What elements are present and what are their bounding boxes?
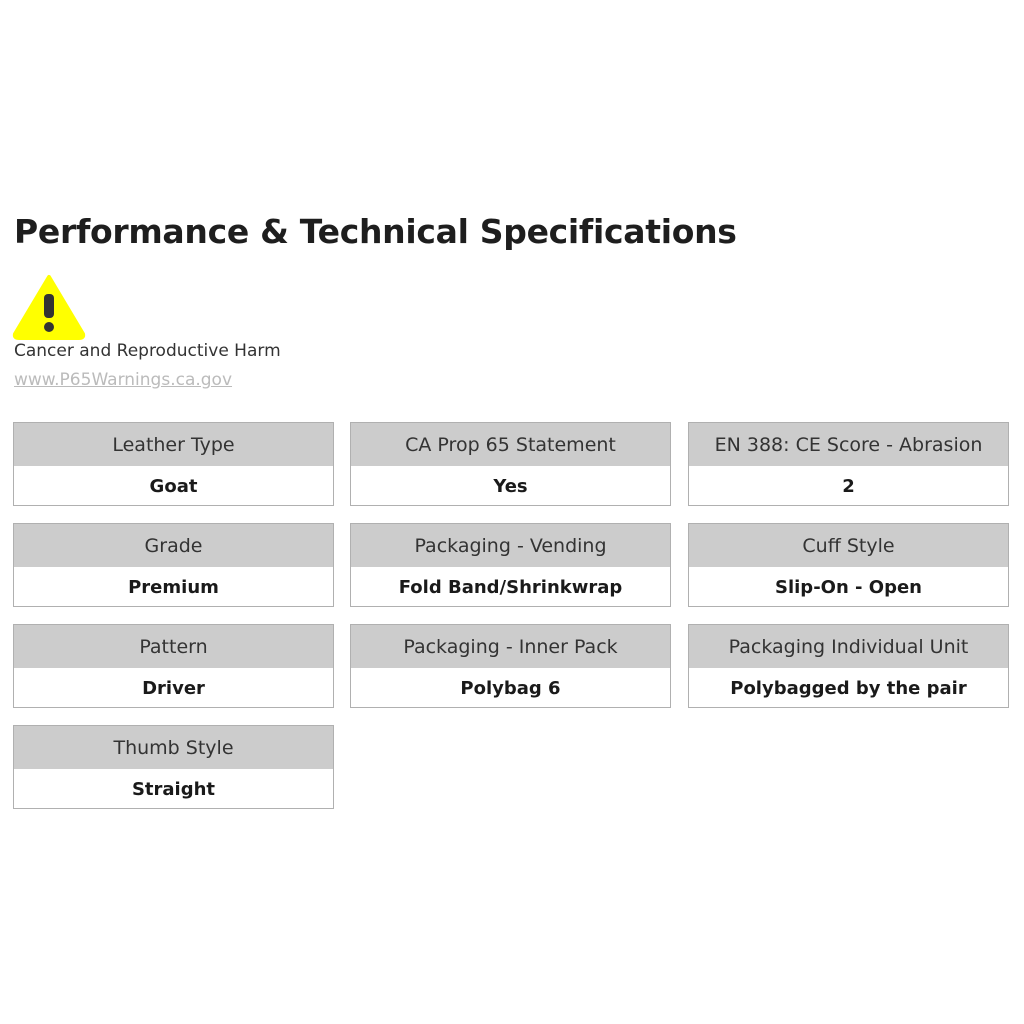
spec-value: 2 bbox=[842, 475, 855, 497]
spec-label: Cuff Style bbox=[689, 524, 1008, 567]
spec-label: Grade bbox=[14, 524, 333, 567]
spec-label: Pattern bbox=[14, 625, 333, 668]
spec-card: Packaging - Vending Fold Band/Shrinkwrap bbox=[350, 523, 671, 607]
spec-value: Premium bbox=[128, 576, 219, 598]
spec-value: Driver bbox=[142, 677, 205, 699]
spec-label: CA Prop 65 Statement bbox=[351, 423, 670, 466]
spec-value: Straight bbox=[131, 778, 216, 800]
spec-label: Leather Type bbox=[14, 423, 333, 466]
spec-value: Polybag 6 bbox=[460, 677, 561, 699]
spec-card: Grade Premium bbox=[13, 523, 334, 607]
spec-label: Packaging - Inner Pack bbox=[351, 625, 670, 668]
warning-triangle-icon bbox=[12, 275, 86, 340]
spec-card: Packaging - Inner Pack Polybag 6 bbox=[350, 624, 671, 708]
spec-card: Pattern Driver bbox=[13, 624, 334, 708]
spec-value: Goat bbox=[149, 475, 198, 497]
spec-label: Thumb Style bbox=[14, 726, 333, 769]
spec-label: Packaging Individual Unit bbox=[689, 625, 1008, 668]
spec-value: Polybagged by the pair bbox=[730, 677, 967, 699]
spec-card: Thumb Style Straight bbox=[13, 725, 334, 809]
spec-card: Packaging Individual Unit Polybagged by t… bbox=[688, 624, 1009, 708]
spec-card: EN 388: CE Score - Abrasion 2 bbox=[688, 422, 1009, 506]
spec-label: Packaging - Vending bbox=[351, 524, 670, 567]
page-title: Performance & Technical Specifications bbox=[14, 212, 737, 251]
p65-warnings-link[interactable]: www.P65Warnings.ca.gov bbox=[14, 370, 233, 390]
spec-label: EN 388: CE Score - Abrasion bbox=[689, 423, 1008, 466]
warning-text: Cancer and Reproductive Harm bbox=[14, 341, 281, 361]
spec-card: CA Prop 65 Statement Yes bbox=[350, 422, 671, 506]
spec-value: Fold Band/Shrinkwrap bbox=[398, 576, 623, 598]
spec-card: Cuff Style Slip-On - Open bbox=[688, 523, 1009, 607]
spec-card: Leather Type Goat bbox=[13, 422, 334, 506]
spec-value: Yes bbox=[493, 475, 528, 497]
spec-value: Slip-On - Open bbox=[775, 576, 922, 598]
